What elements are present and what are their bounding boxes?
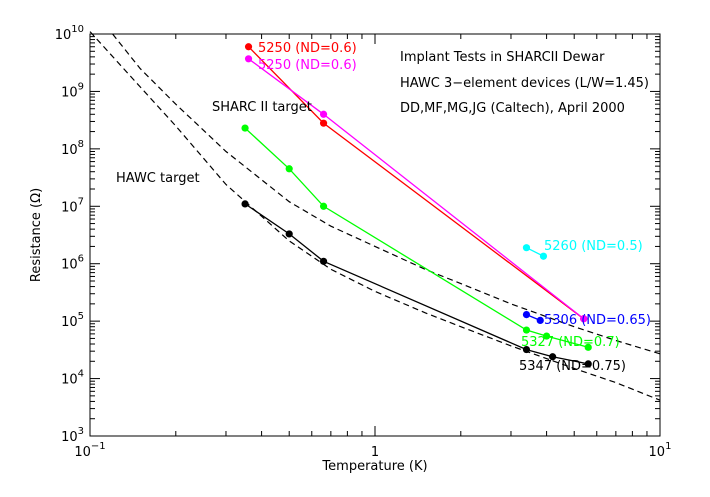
y-tick-label: 1010	[55, 24, 84, 43]
target-curve-label: HAWC target	[116, 171, 200, 186]
data-point	[285, 165, 293, 173]
y-tick-label: 109	[61, 81, 84, 100]
data-point	[319, 257, 328, 265]
annotation-text: DD,MF,MG,JG (Caltech), April 2000	[400, 101, 625, 116]
x-tick-label-base: 10	[74, 445, 91, 460]
x-tick-label-base: 10	[649, 445, 666, 460]
data-point	[244, 55, 253, 63]
y-tick-label-base: 10	[61, 430, 78, 445]
data-point	[542, 332, 551, 340]
chart-labels: 10−1 1 1011031041051061071081091010Tempera…	[29, 24, 671, 474]
y-tick-label: 104	[61, 369, 84, 388]
y-tick-label-exponent: 8	[78, 139, 84, 150]
plot-frame	[89, 33, 661, 437]
y-tick-label-exponent: 5	[78, 311, 84, 322]
y-tick-label-exponent: 6	[78, 254, 84, 265]
data-point	[536, 316, 544, 325]
x-tick-label-exponent: −1	[91, 441, 106, 452]
data-point	[539, 252, 548, 260]
x-tick-label-base: 1	[371, 445, 379, 460]
data-point	[522, 310, 531, 319]
series-label: 5306 (ND=0.65)	[544, 313, 651, 328]
series-label: 5260 (ND=0.5)	[544, 239, 643, 254]
data-point	[549, 353, 557, 361]
y-tick-label: 105	[61, 311, 84, 330]
y-axis-title: Resistance (Ω)	[29, 188, 44, 282]
series-label: 5347 (ND=0.75)	[519, 359, 626, 374]
series-label: 5250 (ND=0.6)	[258, 41, 357, 56]
data-point	[522, 326, 531, 334]
series-label: 5327 (ND=0.7)	[521, 335, 620, 350]
data-point	[584, 343, 592, 351]
x-tick-label: 101	[649, 441, 672, 460]
x-tick-label: 1	[371, 445, 379, 460]
x-axis-title: Temperature (K)	[321, 459, 427, 474]
y-tick-label: 108	[61, 139, 84, 158]
x-tick-label: 10−1	[74, 441, 105, 460]
y-tick-label-base: 10	[61, 373, 78, 388]
target-curve-line	[89, 31, 661, 401]
y-tick-label: 103	[61, 426, 84, 445]
axis-ticks	[89, 34, 660, 437]
annotation-text: Implant Tests in SHARCII Dewar	[400, 50, 605, 65]
y-tick-label: 106	[61, 254, 84, 273]
series-line	[244, 127, 589, 348]
y-tick-label-base: 10	[61, 85, 78, 100]
data-point	[319, 202, 328, 210]
data-point	[522, 345, 531, 354]
data-point	[522, 244, 531, 252]
data-point	[319, 110, 328, 118]
series-label: 5250 (ND=0.6)	[258, 58, 357, 73]
y-tick-label-exponent: 3	[78, 426, 84, 437]
target-curve-line	[112, 33, 661, 355]
y-tick-label-exponent: 9	[78, 81, 84, 92]
x-tick-label-exponent: 1	[665, 441, 671, 452]
y-tick-label-base: 10	[61, 315, 78, 330]
data-point	[285, 230, 293, 238]
y-tick-label-base: 10	[55, 28, 72, 43]
data-point	[319, 119, 328, 127]
data-point	[584, 360, 592, 368]
y-tick-label-exponent: 10	[71, 24, 84, 35]
data-point	[241, 200, 249, 208]
y-tick-label-base: 10	[61, 258, 78, 273]
y-tick-label: 107	[61, 196, 84, 215]
y-tick-label-base: 10	[61, 200, 78, 215]
data-series	[241, 43, 592, 368]
series-line	[244, 203, 589, 365]
y-tick-label-base: 10	[61, 143, 78, 158]
target-curve-label: SHARC II target	[212, 100, 312, 115]
target-curves	[89, 31, 661, 401]
data-point	[244, 43, 253, 51]
data-point	[580, 315, 588, 323]
y-tick-label-exponent: 4	[78, 369, 84, 380]
annotation-text: HAWC 3−element devices (L/W=1.45)	[400, 76, 649, 91]
y-tick-label-exponent: 7	[78, 196, 84, 207]
data-point	[241, 124, 249, 132]
